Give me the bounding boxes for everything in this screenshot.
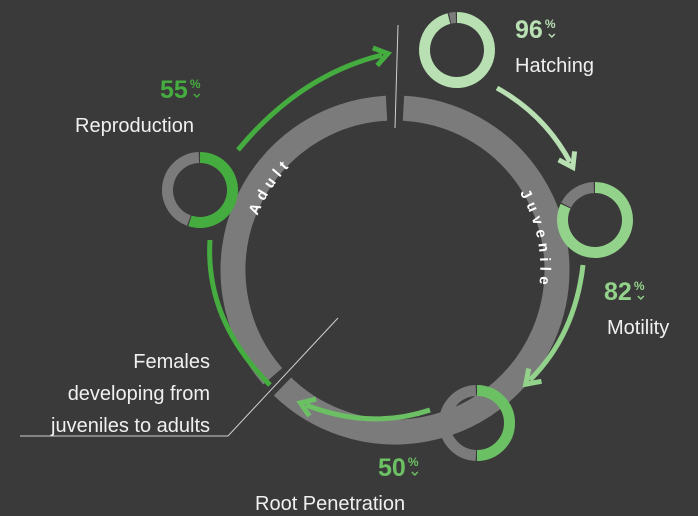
stage-value: 55%	[160, 76, 201, 104]
callout-text: developing from	[68, 383, 210, 405]
flow-arrow	[236, 52, 383, 152]
donut-rest	[448, 12, 457, 24]
stage-label: Hatching	[515, 55, 594, 77]
arrow-head	[296, 396, 317, 418]
donut-value	[419, 12, 495, 88]
donut-value	[188, 152, 238, 228]
flow-arrow	[207, 239, 272, 387]
unit-chevron	[411, 471, 419, 477]
donut-rest	[439, 385, 477, 461]
divider	[394, 24, 399, 129]
arrow-head	[557, 151, 578, 172]
unit: %	[545, 17, 556, 31]
callout-text: Females	[133, 351, 210, 373]
unit: %	[634, 279, 645, 293]
flow-arrow	[495, 85, 573, 164]
stage-label: Root Penetration	[255, 493, 405, 515]
stage-value: 50%	[378, 454, 419, 482]
stage-label: Motility	[607, 317, 669, 339]
stage-label: Reproduction	[75, 115, 194, 137]
arrow-head	[522, 368, 542, 388]
flow-arrow	[528, 264, 586, 382]
flow-arrow	[305, 402, 431, 422]
unit: %	[190, 77, 201, 91]
donut-value	[557, 182, 633, 258]
stage-value: 50	[378, 454, 406, 482]
unit-chevron	[193, 93, 201, 99]
stage-value: 55	[160, 76, 188, 104]
unit-chevron	[548, 33, 556, 39]
stage-value: 96	[515, 16, 543, 44]
arrow-head	[371, 45, 393, 68]
leader-line	[227, 317, 339, 437]
unit-chevron	[637, 295, 645, 301]
stage-value: 82%	[604, 278, 645, 306]
ring-segment	[220, 95, 388, 385]
donut-rest	[561, 182, 595, 208]
ring-segment	[273, 95, 570, 445]
stage-value: 96%	[515, 16, 556, 44]
callout-text: juveniles to adults	[50, 415, 210, 437]
stage-value: 82	[604, 278, 632, 306]
donut-value	[476, 385, 515, 461]
unit: %	[408, 455, 419, 469]
donut-rest	[162, 152, 200, 226]
